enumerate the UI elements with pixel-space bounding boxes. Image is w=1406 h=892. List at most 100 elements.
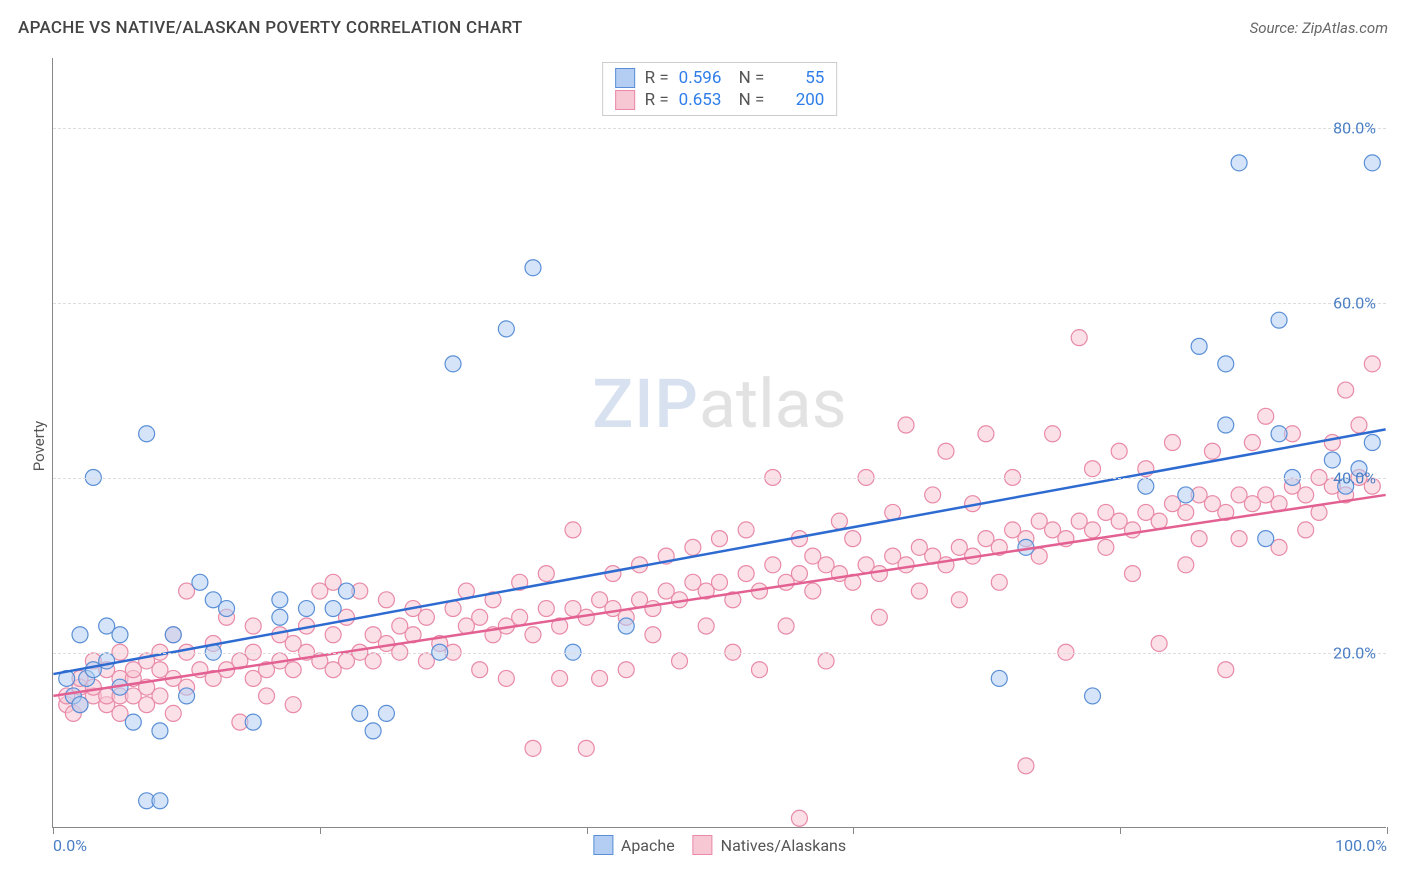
scatter-point — [472, 609, 488, 625]
legend-n-value: 200 — [774, 90, 824, 110]
scatter-point — [1271, 426, 1287, 442]
scatter-point — [192, 574, 208, 590]
scatter-point — [818, 653, 834, 669]
scatter-point — [618, 618, 634, 634]
chart-title: APACHE VS NATIVE/ALASKAN POVERTY CORRELA… — [18, 18, 523, 38]
scatter-point — [991, 670, 1007, 686]
scatter-point — [911, 583, 927, 599]
scatter-point — [1071, 330, 1087, 346]
scatter-point — [139, 426, 155, 442]
scatter-point — [645, 627, 661, 643]
scatter-point — [618, 662, 634, 678]
legend-n-label: N = — [739, 90, 765, 110]
scatter-point — [1218, 356, 1234, 372]
scatter-point — [445, 356, 461, 372]
scatter-point — [538, 566, 554, 582]
x-tick — [1387, 827, 1388, 834]
scatter-point — [898, 417, 914, 433]
legend-r-label: R = — [645, 68, 669, 88]
scatter-point — [1125, 522, 1141, 538]
scatter-point — [378, 592, 394, 608]
scatter-point — [765, 557, 781, 573]
legend-series-label: Apache — [621, 836, 675, 855]
scatter-point — [72, 697, 88, 713]
scatter-point — [1231, 531, 1247, 547]
scatter-point — [1258, 531, 1274, 547]
scatter-point — [712, 531, 728, 547]
scatter-point — [245, 714, 261, 730]
gridline-h — [53, 653, 1386, 654]
gridline-h — [53, 478, 1386, 479]
scatter-point — [1164, 435, 1180, 451]
x-tick — [853, 827, 854, 834]
scatter-point — [1218, 417, 1234, 433]
legend-correlation-row: R =0.596N =55 — [615, 67, 825, 89]
legend-series-label: Natives/Alaskans — [721, 836, 846, 855]
scatter-point — [525, 740, 541, 756]
scatter-point — [525, 260, 541, 276]
scatter-point — [791, 566, 807, 582]
scatter-point — [285, 697, 301, 713]
legend-r-value: 0.596 — [679, 68, 729, 88]
gridline-h — [53, 303, 1386, 304]
scatter-point — [791, 810, 807, 826]
scatter-point — [871, 566, 887, 582]
legend-swatch — [615, 68, 635, 88]
x-tick — [320, 827, 321, 834]
legend-r-label: R = — [645, 90, 669, 110]
legend-swatch — [693, 835, 713, 855]
scatter-point — [152, 688, 168, 704]
scatter-point — [152, 793, 168, 809]
y-axis-label: Poverty — [30, 421, 48, 471]
legend-series: Apache Natives/Alaskans — [593, 835, 846, 855]
scatter-point — [1364, 356, 1380, 372]
chart-source: Source: ZipAtlas.com — [1250, 19, 1388, 37]
scatter-point — [259, 688, 275, 704]
plot-area: ZIPatlas R =0.596N =55R =0.653N =200 Apa… — [52, 58, 1386, 828]
scatter-point — [538, 601, 554, 617]
scatter-point — [1151, 513, 1167, 529]
scatter-point — [845, 531, 861, 547]
scatter-point — [751, 662, 767, 678]
x-tick — [1120, 827, 1121, 834]
legend-n-value: 55 — [774, 68, 824, 88]
scatter-point — [352, 705, 368, 721]
scatter-point — [978, 426, 994, 442]
scatter-point — [498, 321, 514, 337]
scatter-point — [1045, 426, 1061, 442]
scatter-point — [1178, 504, 1194, 520]
y-tick-label: 40.0% — [1333, 469, 1376, 488]
y-tick-label: 60.0% — [1333, 294, 1376, 313]
scatter-point — [925, 487, 941, 503]
trend-line — [53, 495, 1385, 696]
scatter-point — [1138, 478, 1154, 494]
scatter-point — [1271, 312, 1287, 328]
scatter-point — [1231, 155, 1247, 171]
x-tick — [53, 827, 54, 834]
legend-series-item: Apache — [593, 835, 675, 855]
scatter-point — [245, 618, 261, 634]
scatter-point — [738, 522, 754, 538]
scatter-point — [418, 609, 434, 625]
scatter-point — [552, 670, 568, 686]
scatter-point — [938, 443, 954, 459]
scatter-point — [1178, 487, 1194, 503]
scatter-point — [991, 574, 1007, 590]
scatter-point — [1191, 338, 1207, 354]
scatter-point — [1338, 382, 1354, 398]
scatter-point — [285, 662, 301, 678]
scatter-point — [685, 539, 701, 555]
scatter-point — [299, 601, 315, 617]
scatter-point — [1258, 408, 1274, 424]
scatter-point — [498, 670, 514, 686]
scatter-point — [592, 670, 608, 686]
scatter-point — [1151, 635, 1167, 651]
legend-swatch — [593, 835, 613, 855]
scatter-point — [831, 513, 847, 529]
legend-correlation: R =0.596N =55R =0.653N =200 — [602, 62, 838, 116]
scatter-point — [112, 627, 128, 643]
y-tick-label: 20.0% — [1333, 644, 1376, 663]
scatter-point — [805, 583, 821, 599]
trend-line — [53, 429, 1385, 674]
gridline-h — [53, 128, 1386, 129]
